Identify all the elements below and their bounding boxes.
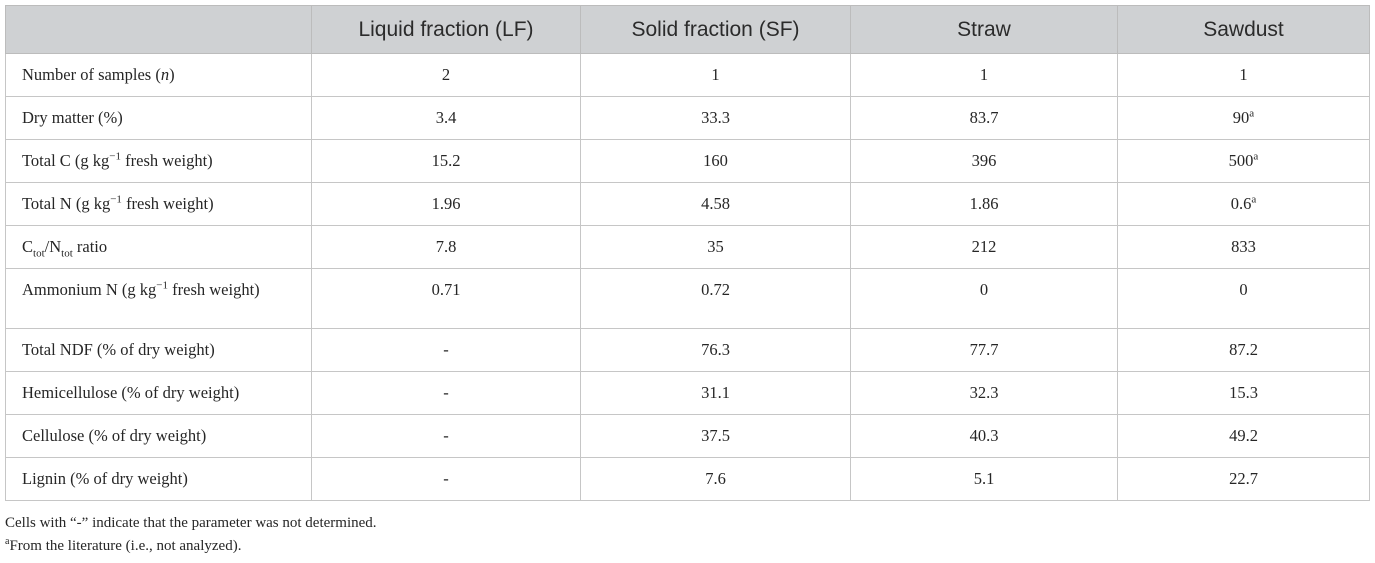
value-text: 90 (1232, 108, 1250, 127)
parameter-cell: Hemicellulose (% of dry weight) (5, 371, 312, 415)
value-cell-sawdust: 90a (1117, 96, 1370, 140)
value-cell-sf: 37.5 (580, 414, 851, 458)
param-italic: n (160, 65, 170, 84)
param-subscript: tot (33, 247, 45, 260)
table-row: Dry matter (%) 3.4 33.3 83.7 90a (5, 96, 1370, 140)
value-cell-lf: - (311, 328, 581, 372)
param-text: Total C (g kg (22, 151, 110, 170)
value-cell-lf: 2 (311, 53, 581, 97)
param-text-mid: /N (44, 237, 62, 256)
param-subscript: tot (61, 247, 73, 260)
value-cell-sf: 7.6 (580, 457, 851, 501)
footnote-not-determined: Cells with “-” indicate that the paramet… (5, 515, 377, 531)
value-cell-straw: 212 (850, 225, 1118, 269)
table-row: Ctot/Ntot ratio 7.8 35 212 833 (5, 225, 1370, 269)
value-cell-lf: 1.96 (311, 182, 581, 226)
table-row: Total N (g kg−1 fresh weight) 1.96 4.58 … (5, 182, 1370, 226)
header-cell-liquid-fraction: Liquid fraction (LF) (311, 5, 581, 54)
value-cell-straw: 77.7 (850, 328, 1118, 372)
param-text: Number of samples ( (22, 65, 161, 84)
value-cell-lf: 3.4 (311, 96, 581, 140)
param-text-end: fresh weight) (121, 151, 213, 170)
table-row: Cellulose (% of dry weight) - 37.5 40.3 … (5, 414, 1370, 458)
table-row: Number of samples (n) 2 1 1 1 (5, 53, 1370, 97)
value-cell-lf: 0.71 (311, 268, 581, 329)
header-cell-solid-fraction: Solid fraction (SF) (580, 5, 851, 54)
value-cell-lf: 7.8 (311, 225, 581, 269)
param-text-end: fresh weight) (121, 194, 214, 213)
parameter-cell: Lignin (% of dry weight) (5, 457, 312, 501)
value-cell-sawdust: 500a (1117, 139, 1370, 183)
value-cell-sf: 31.1 (580, 371, 851, 415)
value-cell-sawdust: 22.7 (1117, 457, 1370, 501)
table-footnotes: Cells with “-” indicate that the paramet… (5, 512, 377, 558)
composition-table: Liquid fraction (LF) Solid fraction (SF)… (5, 5, 1370, 501)
parameter-cell: Dry matter (%) (5, 96, 312, 140)
value-cell-sf: 35 (580, 225, 851, 269)
header-cell-parameter (5, 5, 312, 54)
value-cell-sawdust: 0 (1117, 268, 1370, 329)
param-text: Total N (g kg (22, 194, 111, 213)
param-text-end: ratio (72, 237, 108, 256)
value-cell-straw: 0 (850, 268, 1118, 329)
value-cell-sf: 76.3 (580, 328, 851, 372)
value-cell-sawdust: 1 (1117, 53, 1370, 97)
value-cell-sf: 33.3 (580, 96, 851, 140)
value-text: 0.6 (1230, 194, 1252, 213)
value-cell-sawdust: 49.2 (1117, 414, 1370, 458)
param-exponent: −1 (156, 279, 169, 292)
header-cell-sawdust: Sawdust (1117, 5, 1370, 54)
parameter-cell: Total C (g kg−1 fresh weight) (5, 139, 312, 183)
value-cell-straw: 1.86 (850, 182, 1118, 226)
value-cell-sf: 4.58 (580, 182, 851, 226)
value-cell-sawdust: 15.3 (1117, 371, 1370, 415)
footnote-text: From the literature (i.e., not analyzed)… (9, 538, 242, 554)
param-exponent: −1 (109, 150, 122, 163)
param-text-end: ) (169, 65, 175, 84)
parameter-cell: Number of samples (n) (5, 53, 312, 97)
param-exponent: −1 (110, 193, 122, 206)
value-cell-sawdust: 0.6a (1117, 182, 1370, 226)
footnote-marker: a (1253, 150, 1259, 163)
value-cell-lf: 15.2 (311, 139, 581, 183)
table-row: Total C (g kg−1 fresh weight) 15.2 160 3… (5, 139, 1370, 183)
value-cell-lf: - (311, 457, 581, 501)
table-row: Total NDF (% of dry weight) - 76.3 77.7 … (5, 328, 1370, 372)
parameter-cell: Total N (g kg−1 fresh weight) (5, 182, 312, 226)
parameter-cell: Cellulose (% of dry weight) (5, 414, 312, 458)
value-cell-lf: - (311, 371, 581, 415)
value-cell-straw: 40.3 (850, 414, 1118, 458)
header-cell-straw: Straw (850, 5, 1118, 54)
value-cell-sf: 1 (580, 53, 851, 97)
param-text-end: fresh weight) (168, 280, 260, 299)
footnote-marker: a (1249, 107, 1255, 120)
data-table-container: Liquid fraction (LF) Solid fraction (SF)… (5, 5, 1370, 501)
value-cell-straw: 1 (850, 53, 1118, 97)
footnote-marker: a (5, 536, 10, 547)
value-cell-sawdust: 87.2 (1117, 328, 1370, 372)
parameter-cell: Ctot/Ntot ratio (5, 225, 312, 269)
parameter-cell: Ammonium N (g kg−1 fresh weight) (5, 268, 312, 329)
param-text: Ammonium N (g kg (22, 280, 157, 299)
value-cell-straw: 396 (850, 139, 1118, 183)
table-row: Hemicellulose (% of dry weight) - 31.1 3… (5, 371, 1370, 415)
value-cell-sf: 160 (580, 139, 851, 183)
table-row: Ammonium N (g kg−1 fresh weight) 0.71 0.… (5, 268, 1370, 329)
footnote-marker: a (1251, 193, 1257, 206)
footnote-literature: aFrom the literature (i.e., not analyzed… (5, 535, 377, 558)
table-row: Lignin (% of dry weight) - 7.6 5.1 22.7 (5, 457, 1370, 501)
value-cell-straw: 32.3 (850, 371, 1118, 415)
value-cell-straw: 5.1 (850, 457, 1118, 501)
value-cell-straw: 83.7 (850, 96, 1118, 140)
value-cell-lf: - (311, 414, 581, 458)
value-cell-sf: 0.72 (580, 268, 851, 329)
value-cell-sawdust: 833 (1117, 225, 1370, 269)
parameter-cell: Total NDF (% of dry weight) (5, 328, 312, 372)
value-text: 500 (1228, 151, 1254, 170)
table-header-row: Liquid fraction (LF) Solid fraction (SF)… (5, 5, 1370, 54)
param-text: C (22, 237, 34, 256)
